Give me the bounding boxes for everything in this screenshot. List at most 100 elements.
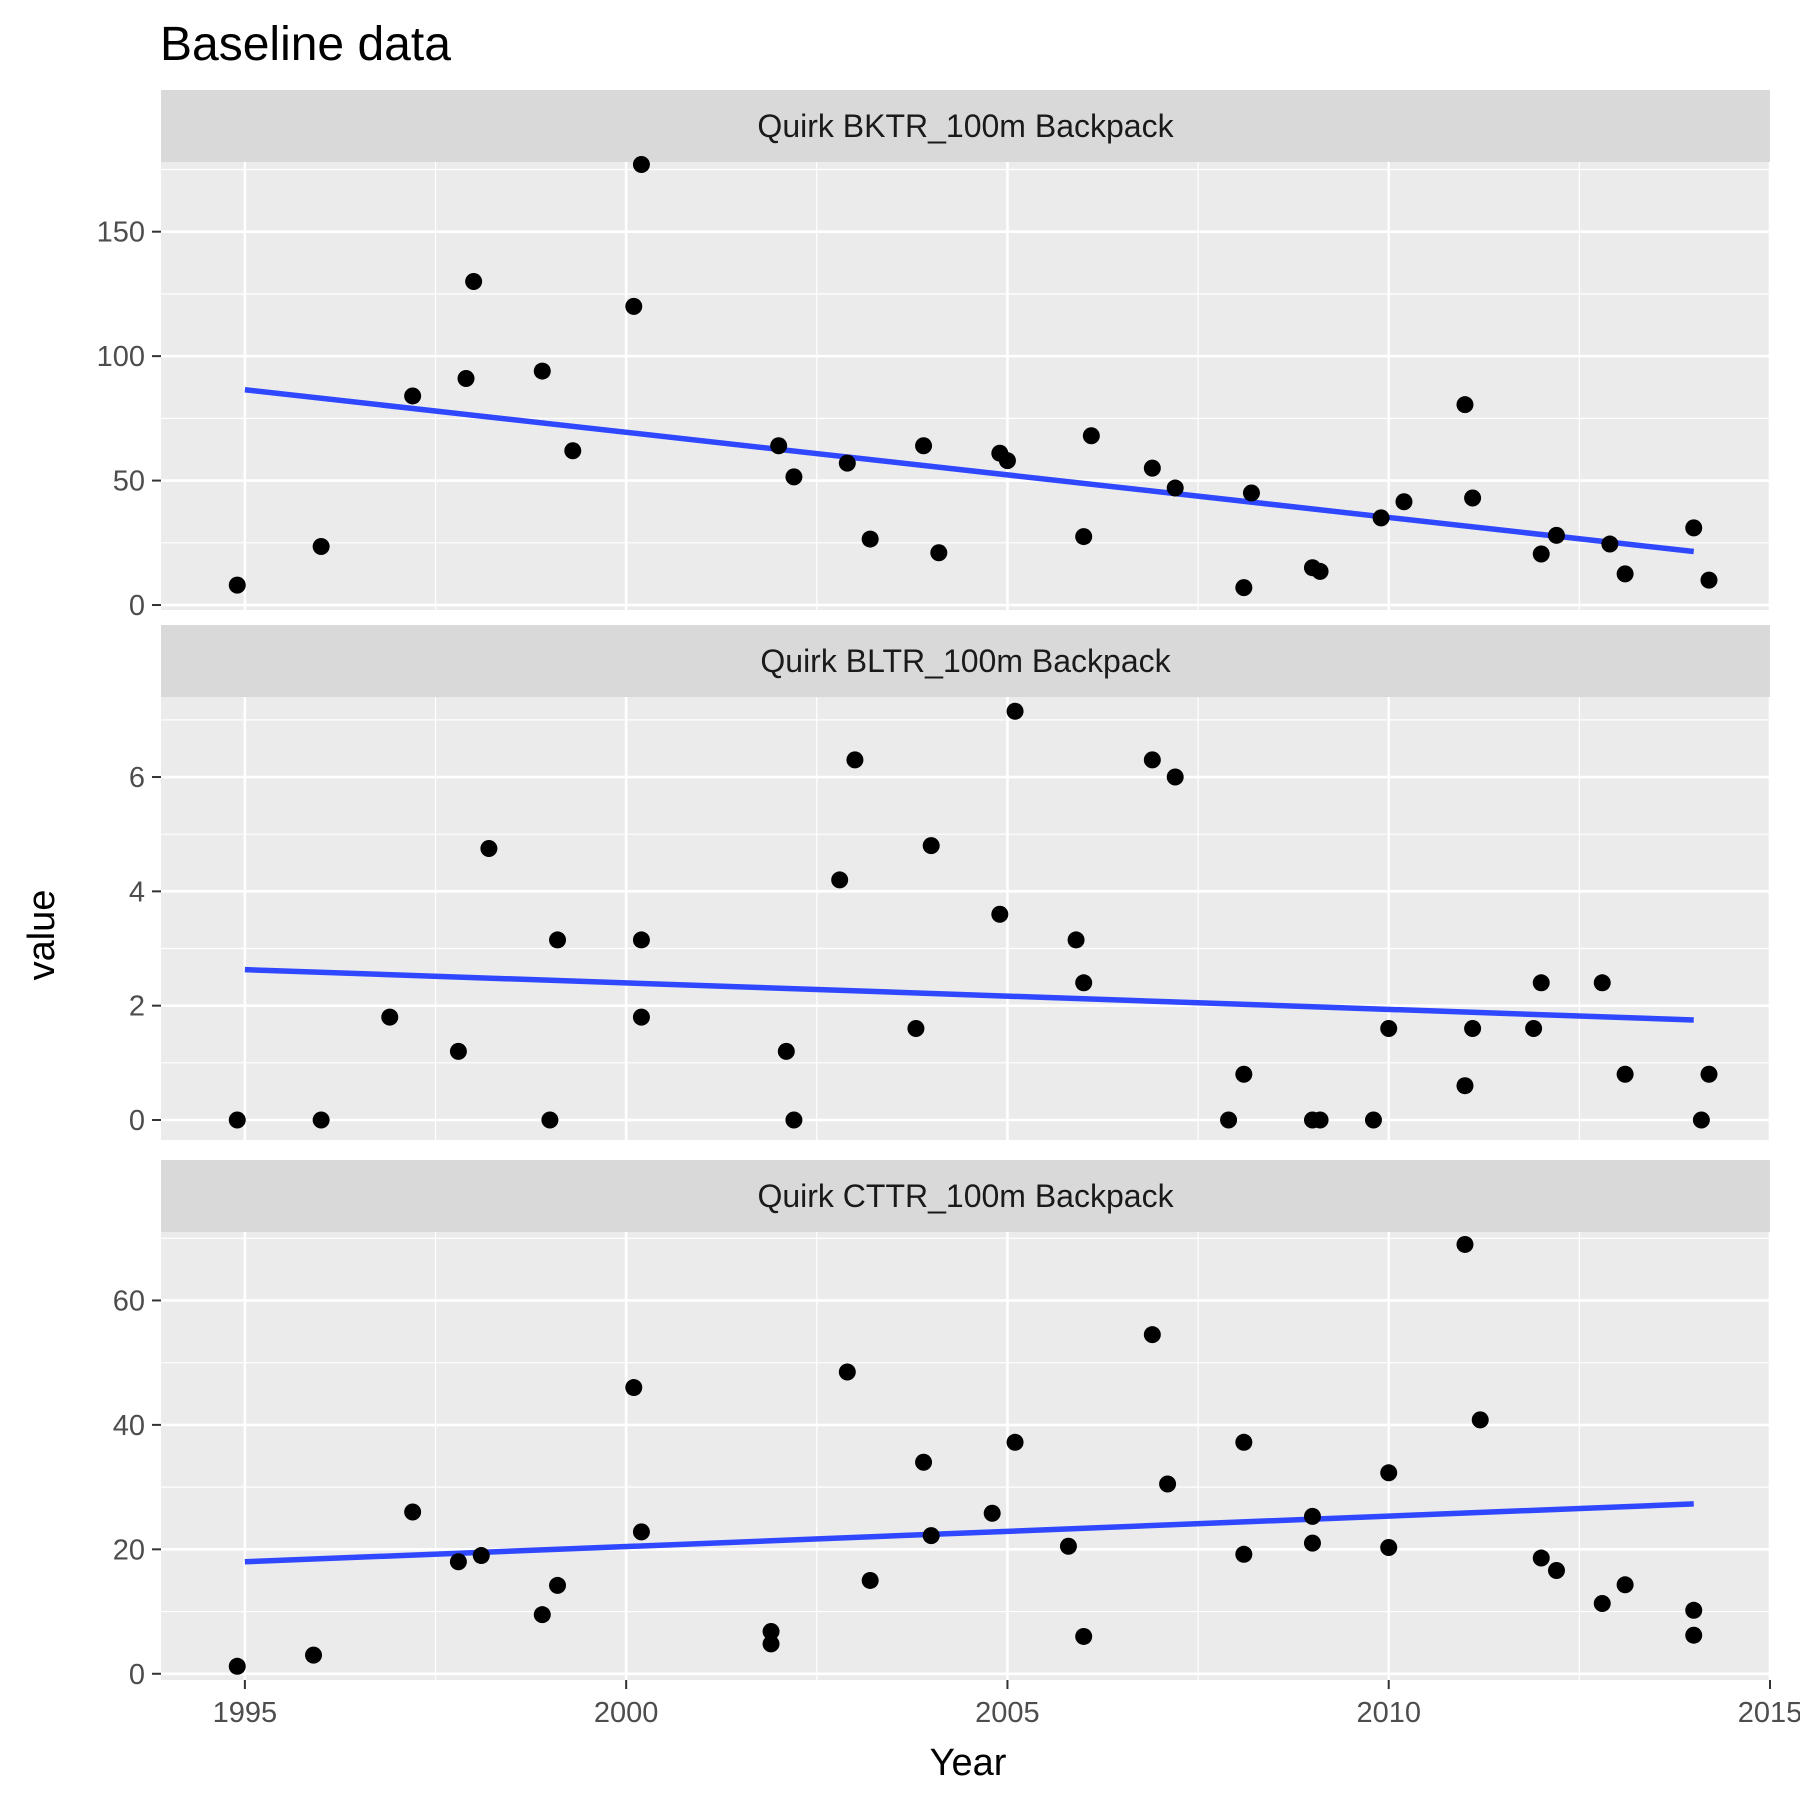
y-tick-label: 100: [97, 341, 145, 373]
data-point: [923, 837, 940, 854]
data-point: [1235, 579, 1252, 596]
data-point: [1548, 1562, 1565, 1579]
data-point: [1693, 1111, 1710, 1128]
data-point: [1594, 1595, 1611, 1612]
data-point: [313, 538, 330, 555]
data-point: [541, 1111, 558, 1128]
y-tick-label: 0: [129, 590, 145, 622]
data-point: [549, 931, 566, 948]
data-point: [1144, 460, 1161, 477]
y-tick-label: 60: [113, 1285, 145, 1317]
data-point: [633, 1009, 650, 1026]
data-point: [534, 363, 551, 380]
data-point: [1007, 703, 1024, 720]
y-tick-label: 6: [129, 762, 145, 794]
data-point: [831, 871, 848, 888]
data-point: [763, 1635, 780, 1652]
y-tick-label: 150: [97, 217, 145, 249]
chart-title: Baseline data: [160, 18, 451, 71]
data-point: [1617, 1576, 1634, 1593]
data-point: [984, 1505, 1001, 1522]
data-point: [1472, 1411, 1489, 1428]
data-point: [915, 437, 932, 454]
data-point: [1167, 769, 1184, 786]
data-point: [625, 1379, 642, 1396]
data-point: [381, 1009, 398, 1026]
data-point: [458, 370, 475, 387]
data-point: [1312, 1111, 1329, 1128]
facet-panel: Quirk BLTR_100m Backpack0246: [129, 625, 1770, 1140]
data-point: [991, 906, 1008, 923]
data-point: [229, 1111, 246, 1128]
data-point: [846, 751, 863, 768]
data-point: [625, 298, 642, 315]
data-point: [229, 577, 246, 594]
data-point: [1456, 1077, 1473, 1094]
data-point: [1685, 519, 1702, 536]
data-point: [450, 1043, 467, 1060]
data-point: [229, 1658, 246, 1675]
facet-strip-label: Quirk BKTR_100m Backpack: [757, 108, 1174, 144]
y-tick-label: 4: [129, 876, 145, 908]
data-point: [1235, 1434, 1252, 1451]
data-point: [1083, 427, 1100, 444]
data-point: [915, 1454, 932, 1471]
data-point: [1456, 1236, 1473, 1253]
data-point: [923, 1527, 940, 1544]
data-point: [1548, 527, 1565, 544]
panel-background: [161, 697, 1770, 1140]
facet-panel: Quirk BKTR_100m Backpack 0 50 100 150: [97, 90, 1770, 622]
data-point: [785, 1111, 802, 1128]
y-tick-label: 40: [113, 1410, 145, 1442]
data-point: [1235, 1066, 1252, 1083]
data-point: [633, 1523, 650, 1540]
data-point: [549, 1577, 566, 1594]
data-point: [839, 455, 856, 472]
y-tick-label: 20: [113, 1534, 145, 1566]
data-point: [1700, 1066, 1717, 1083]
data-point: [1533, 546, 1550, 563]
data-point: [473, 1547, 490, 1564]
data-point: [1373, 509, 1390, 526]
data-point: [465, 273, 482, 290]
data-point: [305, 1647, 322, 1664]
data-point: [450, 1553, 467, 1570]
y-axis-title: value: [21, 890, 63, 981]
data-point: [1464, 490, 1481, 507]
data-point: [930, 544, 947, 561]
data-point: [404, 1504, 421, 1521]
data-point: [1601, 536, 1618, 553]
data-point: [1533, 1550, 1550, 1567]
data-point: [1380, 1464, 1397, 1481]
x-axis: 1995 2000 2005 2010 2015: [213, 1680, 1800, 1729]
data-point: [1144, 751, 1161, 768]
data-point: [1456, 396, 1473, 413]
data-point: [404, 387, 421, 404]
data-point: [907, 1020, 924, 1037]
data-point: [1312, 563, 1329, 580]
data-point: [1304, 1508, 1321, 1525]
data-point: [778, 1043, 795, 1060]
data-point: [1617, 565, 1634, 582]
data-point: [1533, 974, 1550, 991]
data-point: [1068, 931, 1085, 948]
y-tick-label: 0: [129, 1659, 145, 1691]
y-tick-label: 2: [129, 991, 145, 1023]
data-point: [1243, 485, 1260, 502]
data-point: [480, 840, 497, 857]
data-point: [1144, 1326, 1161, 1343]
data-point: [1380, 1539, 1397, 1556]
data-point: [1007, 1434, 1024, 1451]
data-point: [1235, 1546, 1252, 1563]
x-tick-label: 2015: [1738, 1697, 1800, 1729]
x-tick-label: 2005: [975, 1697, 1040, 1729]
data-point: [1365, 1111, 1382, 1128]
data-point: [1060, 1538, 1077, 1555]
data-point: [1395, 493, 1412, 510]
data-point: [564, 442, 581, 459]
data-point: [1075, 1628, 1092, 1645]
data-point: [1159, 1476, 1176, 1493]
data-point: [534, 1606, 551, 1623]
